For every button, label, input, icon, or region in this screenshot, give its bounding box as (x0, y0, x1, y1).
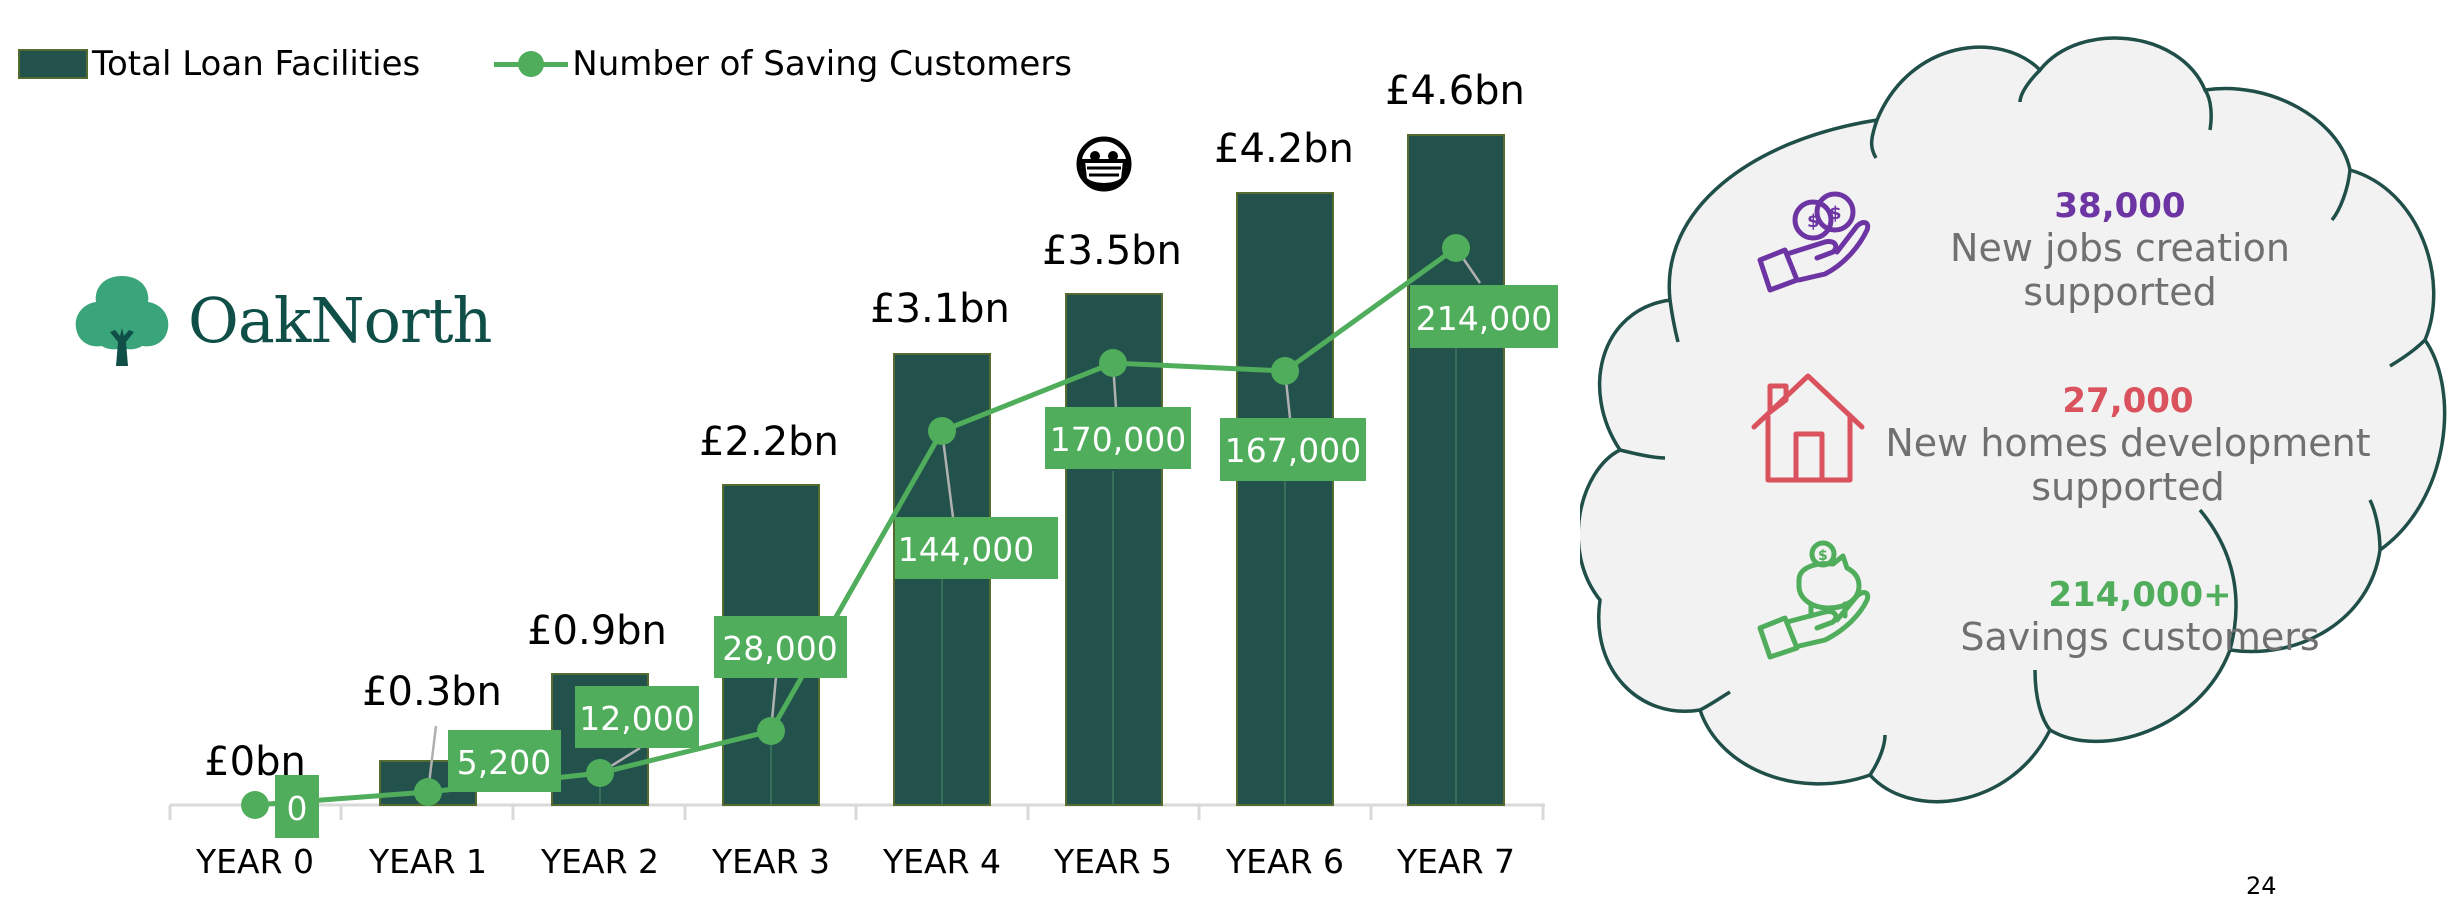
svg-text:$: $ (1807, 211, 1820, 232)
category-year-7: YEAR 7 (1396, 842, 1515, 881)
stat-homes-line2: supported (2031, 465, 2225, 509)
stat-jobs-line1: New jobs creation (1950, 226, 2290, 270)
chart-legend: Total Loan Facilities Number of Saving C… (18, 44, 1146, 84)
category-year-0: YEAR 0 (195, 842, 314, 881)
legend-label-loans: Total Loan Facilities (92, 44, 421, 84)
face-mask-icon (1076, 136, 1132, 192)
bar-label-year-6: £4.2bn (1214, 126, 1354, 172)
stat-homes-line1: New homes development (1885, 421, 2371, 465)
savers-label-boxes (275, 285, 1558, 838)
savers-label-year-3: 28,000 (722, 629, 837, 668)
bar-label-year-2: £0.9bn (527, 608, 667, 654)
bar-label-year-3: £2.2bn (699, 419, 839, 465)
bar-label-year-7: £4.6bn (1385, 68, 1525, 114)
bar-label-year-4: £3.1bn (870, 286, 1010, 332)
svg-text:$: $ (1818, 548, 1828, 564)
stat-homes: 27,000 New homes development supported (1868, 381, 2388, 509)
category-year-2: YEAR 2 (540, 842, 659, 881)
combo-chart: £0bn £0.3bn £0.9bn £2.2bn £3.1bn £3.5bn … (168, 68, 1558, 881)
savers-label-year-6: 167,000 (1225, 431, 1361, 470)
category-year-4: YEAR 4 (882, 842, 1001, 881)
line-marker-icon (494, 49, 569, 79)
stat-jobs: 38,000 New jobs creation supported (1860, 186, 2380, 314)
legend-item-loans: Total Loan Facilities (18, 44, 420, 84)
logo-wordmark: OakNorth (188, 283, 492, 357)
bar-swatch-icon (18, 49, 88, 79)
oaknorth-logo: OakNorth (72, 272, 492, 368)
bar-label-year-1: £0.3bn (362, 669, 502, 715)
category-year-6: YEAR 6 (1225, 842, 1344, 881)
savers-label-year-4: 144,000 (898, 530, 1034, 569)
category-year-5: YEAR 5 (1053, 842, 1172, 881)
loan-bars (379, 134, 1505, 806)
bar-label-year-5: £3.5bn (1042, 228, 1182, 274)
page-number: 24 (2246, 872, 2277, 900)
legend-label-savers: Number of Saving Customers (572, 44, 1073, 84)
stat-savings: 214,000+ Savings customers (1880, 575, 2400, 659)
category-year-3: YEAR 3 (711, 842, 830, 881)
stat-homes-value: 27,000 (2062, 381, 2194, 421)
house-icon (1751, 373, 1865, 483)
legend-item-savers: Number of Saving Customers (494, 44, 1072, 84)
category-year-1: YEAR 1 (368, 842, 487, 881)
savers-label-year-0: 0 (287, 789, 308, 828)
savers-label-year-5: 170,000 (1050, 420, 1186, 459)
hand-coins-icon: $ $ (1757, 191, 1871, 293)
stat-jobs-value: 38,000 (2054, 186, 2186, 226)
stat-jobs-line2: supported (2023, 270, 2217, 314)
stat-savings-line1: Savings customers (1960, 615, 2320, 659)
savers-markers (241, 234, 1470, 819)
hand-piggy-bank-icon: $ (1757, 540, 1871, 660)
savers-label-year-2: 12,000 (579, 699, 694, 738)
oak-tree-icon (75, 276, 169, 366)
x-axis-ticks (168, 805, 1545, 820)
svg-text:$: $ (1829, 203, 1842, 224)
savers-label-year-7: 214,000 (1416, 299, 1552, 338)
savers-label-year-1: 5,200 (457, 743, 551, 782)
stat-savings-value: 214,000+ (2048, 575, 2232, 615)
